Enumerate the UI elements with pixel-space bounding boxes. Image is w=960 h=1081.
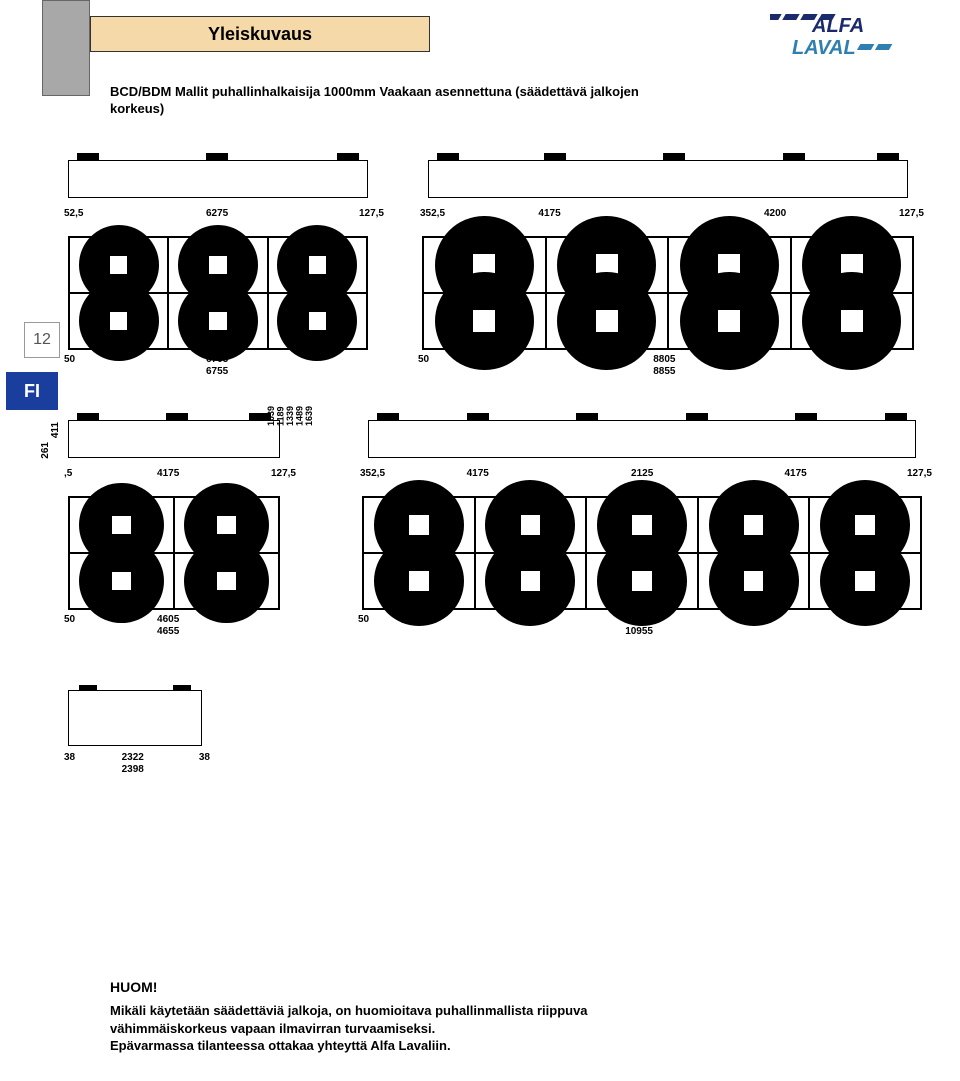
fan-cell: [791, 293, 914, 349]
fan-cell: [668, 293, 791, 349]
fan-icon: [374, 536, 464, 626]
dim-label: 50: [64, 614, 75, 625]
fan-icon: [680, 272, 779, 371]
subtitle-line2: korkeus): [110, 101, 639, 118]
fan-icon: [178, 281, 258, 361]
unit-frontview-3x2: [68, 236, 368, 350]
dim-label: 6755: [206, 366, 228, 377]
height-option-labels: 1039 1189 1339 1489 1639: [267, 406, 314, 426]
dim-label: 50: [418, 354, 429, 365]
alfa-laval-logo: ALFA LAVAL: [770, 10, 920, 64]
unit-topview-5fan: [368, 420, 916, 458]
dim-label: 6705: [206, 354, 228, 365]
fan-cell: [69, 293, 168, 349]
dim-label: 10955: [625, 626, 653, 637]
fan-cell: [268, 293, 367, 349]
dim-label: 10905: [625, 614, 653, 625]
fan-icon: [184, 539, 268, 623]
dim-label: 1489: [295, 406, 304, 426]
fan-icon: [435, 272, 534, 371]
page-number: 12: [24, 322, 60, 358]
fan-cell: [698, 553, 810, 609]
dim-label: 4175: [157, 468, 179, 479]
dim-label: 352,5: [420, 208, 445, 219]
svg-text:ALFA: ALFA: [811, 15, 864, 37]
fan-cell: [363, 553, 475, 609]
dim-label: 1639: [305, 406, 314, 426]
fan-cell: [475, 553, 587, 609]
fan-cell: [174, 553, 279, 609]
dim-label: ,5: [64, 468, 72, 479]
dim-label: 127,5: [271, 468, 296, 479]
fan-icon: [820, 536, 910, 626]
note-line: Epävarmassa tilanteessa ottakaa yhteyttä…: [110, 1037, 860, 1055]
language-badge: FI: [6, 372, 58, 410]
dim-label: 2398: [122, 764, 144, 775]
dim-label: 50: [358, 614, 369, 625]
dim-label: 38: [199, 752, 210, 763]
dim-label: 127,5: [907, 468, 932, 479]
diagram-area: 52,5 6275 127,5 352,5 4175 4200 127,5 50…: [68, 160, 928, 901]
fan-cell: [586, 553, 698, 609]
dim-label: 8805: [653, 354, 675, 365]
page-title-box: Yleiskuvaus: [90, 16, 430, 52]
page-title: Yleiskuvaus: [208, 24, 312, 45]
unit-topview-2fan: [68, 420, 280, 458]
dim-label: 4200: [764, 208, 786, 219]
fan-icon: [557, 272, 656, 371]
dim-label: 411: [50, 422, 61, 438]
dim-label: 2125: [631, 468, 653, 479]
dim-label: 127,5: [359, 208, 384, 219]
dim-label: 38: [64, 752, 75, 763]
fan-icon: [802, 272, 901, 371]
dim-label: 4605: [157, 614, 179, 625]
dim-label: 4175: [784, 468, 806, 479]
dim-label: 8855: [653, 366, 675, 377]
unit-frontview-4x2: [422, 236, 914, 350]
fan-icon: [709, 536, 799, 626]
fan-cell: [546, 293, 669, 349]
dim-label: 4655: [157, 626, 179, 637]
note-line: vähimmäiskorkeus vapaan ilmavirran turva…: [110, 1020, 860, 1038]
fan-icon: [277, 281, 357, 361]
unit-topview-4fan: [428, 160, 908, 198]
fan-icon: [79, 539, 163, 623]
unit-topview-3fan: [68, 160, 368, 198]
note-heading: HUOM!: [110, 979, 157, 995]
dim-label: 127,5: [899, 208, 924, 219]
unit-frontview-5x2: [362, 496, 922, 610]
dim-label: 6275: [206, 208, 228, 219]
dim-label: 50: [64, 354, 75, 365]
svg-text:LAVAL: LAVAL: [792, 37, 856, 59]
left-margin-bar: [42, 0, 90, 96]
dim-label: 52,5: [64, 208, 83, 219]
subtitle: BCD/BDM Mallit puhallinhalkaisija 1000mm…: [110, 84, 639, 118]
unit-endview: [68, 690, 202, 746]
dim-label: 4175: [538, 208, 560, 219]
fan-icon: [485, 536, 575, 626]
fan-cell: [168, 293, 267, 349]
fan-cell: [423, 293, 546, 349]
dim-label: 261: [40, 442, 51, 459]
dim-label: 2322: [122, 752, 144, 763]
dim-label: 352,5: [360, 468, 385, 479]
fan-cell: [69, 553, 174, 609]
subtitle-line1: BCD/BDM Mallit puhallinhalkaisija 1000mm…: [110, 84, 639, 101]
fan-cell: [809, 553, 921, 609]
unit-frontview-2x2: [68, 496, 280, 610]
fan-icon: [597, 536, 687, 626]
note-body: Mikäli käytetään säädettäviä jalkoja, on…: [110, 1002, 860, 1055]
fan-icon: [79, 281, 159, 361]
note-line: Mikäli käytetään säädettäviä jalkoja, on…: [110, 1002, 860, 1020]
dim-label: 4175: [467, 468, 489, 479]
